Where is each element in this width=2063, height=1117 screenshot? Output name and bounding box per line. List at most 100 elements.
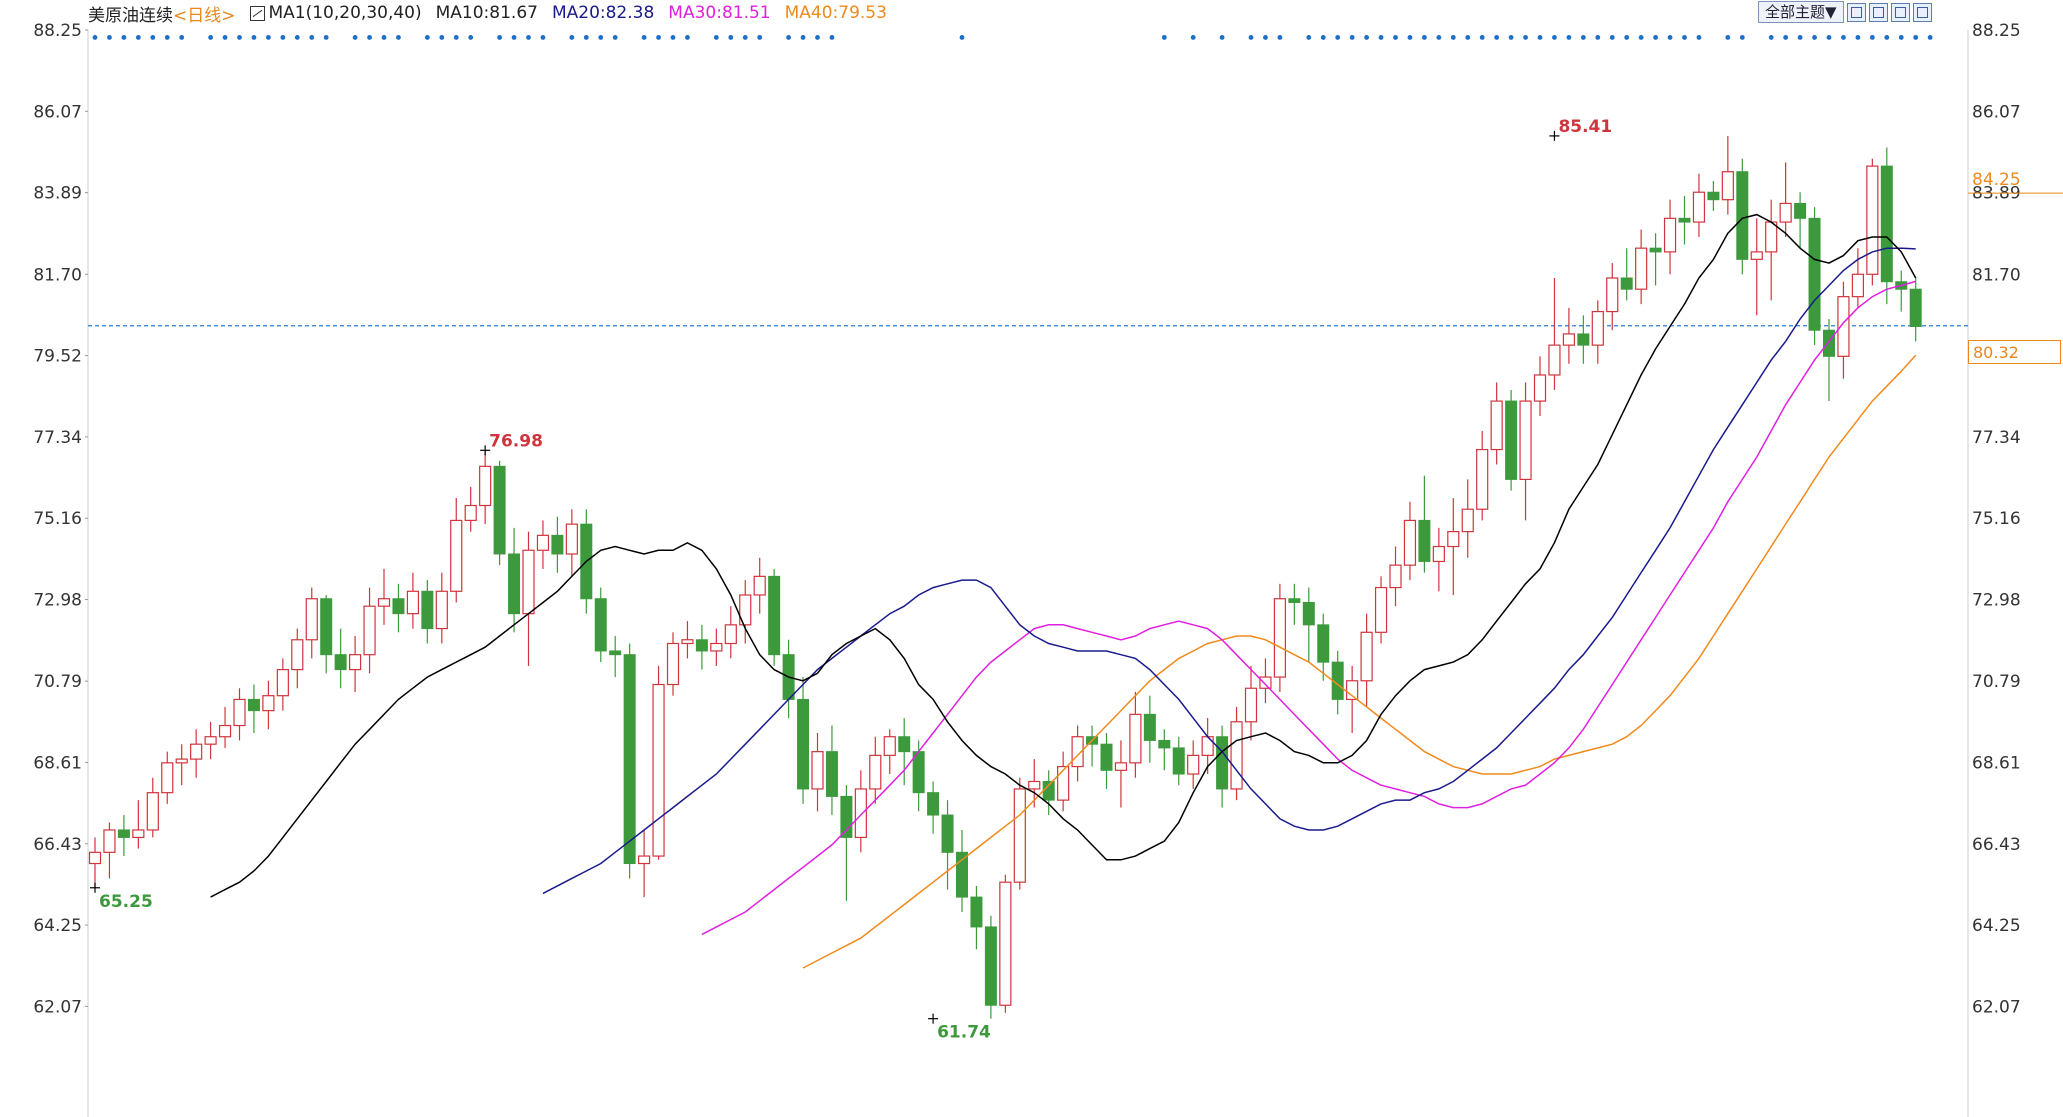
candle bbox=[840, 785, 853, 901]
y-tick-label-right: 88.25 bbox=[1972, 21, 2021, 41]
y-tick-label-right: 62.07 bbox=[1972, 997, 2021, 1017]
signal-dot bbox=[1508, 35, 1514, 40]
candle bbox=[363, 587, 376, 674]
candle bbox=[1533, 356, 1547, 416]
play-icon[interactable] bbox=[1890, 2, 1910, 22]
candle-body bbox=[666, 642, 680, 686]
candle-body bbox=[377, 598, 391, 607]
signal-dot bbox=[1393, 35, 1398, 40]
candle bbox=[435, 572, 448, 644]
fullscreen-icon[interactable] bbox=[1846, 2, 1866, 22]
candle-body bbox=[1866, 165, 1879, 275]
signal-dot bbox=[1884, 35, 1890, 40]
signal-dot bbox=[641, 35, 647, 40]
signal-dot bbox=[959, 35, 965, 40]
candle-body bbox=[233, 698, 246, 727]
right-highlight-label: 84.25 bbox=[1972, 170, 2021, 190]
signal-dot bbox=[612, 35, 618, 40]
candle-body bbox=[1519, 400, 1532, 480]
signal-dot bbox=[1407, 35, 1413, 40]
period-label[interactable]: <日线> bbox=[173, 5, 236, 26]
candle-body bbox=[1765, 221, 1778, 253]
y-tick-label-right: 70.79 bbox=[1972, 672, 2021, 692]
candle bbox=[1476, 430, 1489, 521]
candle-body bbox=[1635, 247, 1648, 290]
candle bbox=[1823, 319, 1835, 402]
y-tick-label-right: 81.70 bbox=[1972, 265, 2021, 285]
signal-dot bbox=[815, 35, 820, 40]
theme-select-button[interactable]: 全部主题▼ bbox=[1758, 1, 1844, 23]
signal-dot bbox=[1537, 35, 1543, 40]
candle-body bbox=[1389, 564, 1402, 589]
signal-dot bbox=[1190, 35, 1196, 40]
candle bbox=[1346, 665, 1359, 733]
candle bbox=[666, 632, 680, 696]
candle bbox=[508, 527, 521, 633]
candle bbox=[1114, 740, 1128, 808]
ma-indicator-icon[interactable] bbox=[249, 5, 265, 21]
layout-icon[interactable] bbox=[1868, 2, 1888, 22]
signal-dot bbox=[1682, 35, 1687, 40]
candle bbox=[869, 736, 882, 804]
candle bbox=[854, 770, 867, 853]
candle-body bbox=[739, 594, 752, 626]
candle bbox=[536, 520, 550, 569]
signal-dot bbox=[1667, 35, 1673, 40]
candle bbox=[291, 628, 304, 689]
candle bbox=[551, 516, 564, 573]
signal-dot bbox=[1580, 35, 1586, 40]
signal-dot bbox=[222, 35, 228, 40]
signal-dot bbox=[497, 35, 502, 40]
candle-body bbox=[1692, 191, 1706, 223]
candle-body bbox=[1187, 754, 1200, 775]
signal-dot bbox=[1841, 35, 1846, 40]
candle-body bbox=[1649, 247, 1662, 253]
candle bbox=[146, 777, 159, 838]
candle bbox=[1216, 725, 1229, 808]
signal-dot bbox=[1725, 35, 1731, 40]
candle-body bbox=[1288, 598, 1301, 603]
candle-body bbox=[1562, 333, 1576, 346]
candle bbox=[406, 572, 419, 629]
y-tick-label-left: 72.98 bbox=[33, 590, 82, 610]
y-tick-label-left: 83.89 bbox=[33, 184, 82, 204]
candle bbox=[1635, 229, 1648, 305]
candle-body bbox=[1071, 736, 1084, 768]
candle bbox=[1143, 695, 1156, 763]
candle bbox=[1880, 147, 1893, 305]
candle-body bbox=[1244, 687, 1258, 723]
signal-dot bbox=[1696, 35, 1702, 40]
candle-body bbox=[1750, 251, 1763, 260]
candle bbox=[190, 729, 203, 778]
candle bbox=[623, 643, 636, 879]
candle bbox=[1418, 475, 1431, 573]
candle bbox=[1591, 300, 1604, 364]
candle-body bbox=[464, 504, 477, 522]
candle bbox=[1432, 527, 1445, 592]
candle bbox=[753, 557, 766, 614]
signal-dot bbox=[92, 35, 98, 40]
candle-body bbox=[305, 598, 318, 641]
signal-dot bbox=[179, 35, 185, 40]
exit-icon[interactable] bbox=[1912, 2, 1932, 22]
candle bbox=[1389, 546, 1402, 607]
candle-body bbox=[1360, 631, 1373, 682]
signal-dot bbox=[309, 35, 315, 40]
symbol-name: 美原油连续 bbox=[88, 5, 173, 26]
candle-body bbox=[247, 698, 260, 712]
signal-dot bbox=[1913, 35, 1919, 40]
signal-dot bbox=[150, 35, 156, 40]
candle bbox=[1606, 263, 1619, 331]
candle bbox=[450, 498, 463, 603]
signal-dot bbox=[121, 35, 127, 40]
signal-dot bbox=[598, 35, 604, 40]
candle-body bbox=[1909, 288, 1922, 327]
candle-body bbox=[132, 829, 145, 839]
y-tick-label-left: 62.07 bbox=[33, 997, 82, 1017]
candle bbox=[1808, 207, 1821, 346]
candle bbox=[479, 450, 492, 525]
candle bbox=[1562, 307, 1576, 364]
candle bbox=[999, 874, 1012, 1013]
candle-body bbox=[334, 654, 347, 671]
